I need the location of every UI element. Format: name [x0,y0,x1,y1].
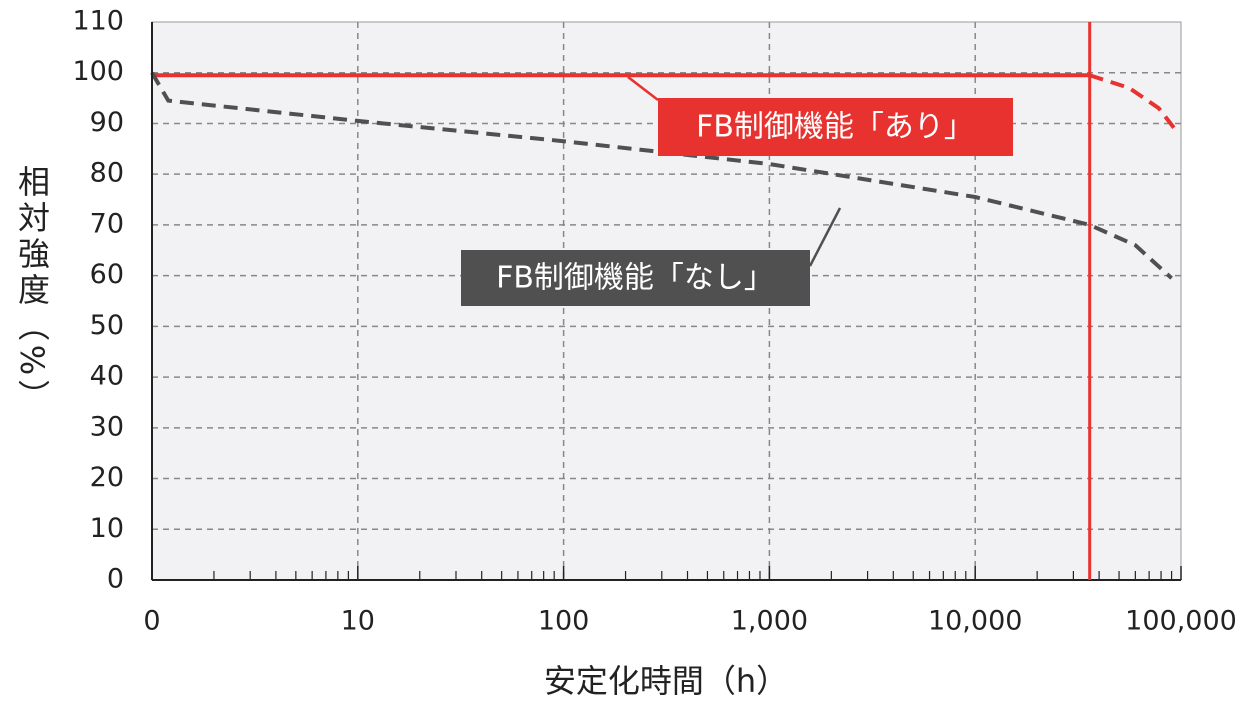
callout-box [461,250,810,306]
x-tick-label: 10 [341,606,375,637]
callout-leader [808,207,842,267]
x-tick-label: 100,000 [1125,606,1237,637]
series-line [1089,73,1179,133]
y-tick-label: 40 [90,361,124,392]
series-label: FB制御機能「なし」 [496,261,774,296]
y-tick-label: 30 [90,411,124,442]
callout-leader [627,76,659,101]
marks [150,71,1179,280]
y-tick-label: 90 [90,107,124,138]
x-axis-label: 安定化時間（h） [544,662,788,700]
y-tick-label: 10 [90,513,124,544]
x-tick-label: 10,000 [928,606,1022,637]
x-tick-label: 1,000 [731,606,808,637]
y-tick-label: 20 [90,462,124,493]
y-tick-label: 70 [90,208,124,239]
y-tick-label: 60 [90,259,124,290]
series-line [150,71,1173,280]
y-tick-label: 80 [90,158,124,189]
y-tick-label: 50 [90,310,124,341]
y-tick-label: 100 [72,56,124,87]
y-tick-label: 0 [107,564,124,595]
series-label: FB制御機能「あり」 [696,110,974,145]
y-tick-label: 110 [72,6,124,37]
y-axis-label: 相対強度（%） [13,165,51,415]
x-tick-label: 100 [538,606,590,637]
x-tick-label: 0 [143,606,160,637]
callout-box [658,98,1013,156]
